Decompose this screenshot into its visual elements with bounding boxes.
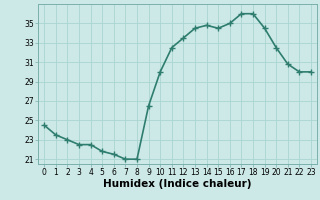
X-axis label: Humidex (Indice chaleur): Humidex (Indice chaleur) (103, 179, 252, 189)
